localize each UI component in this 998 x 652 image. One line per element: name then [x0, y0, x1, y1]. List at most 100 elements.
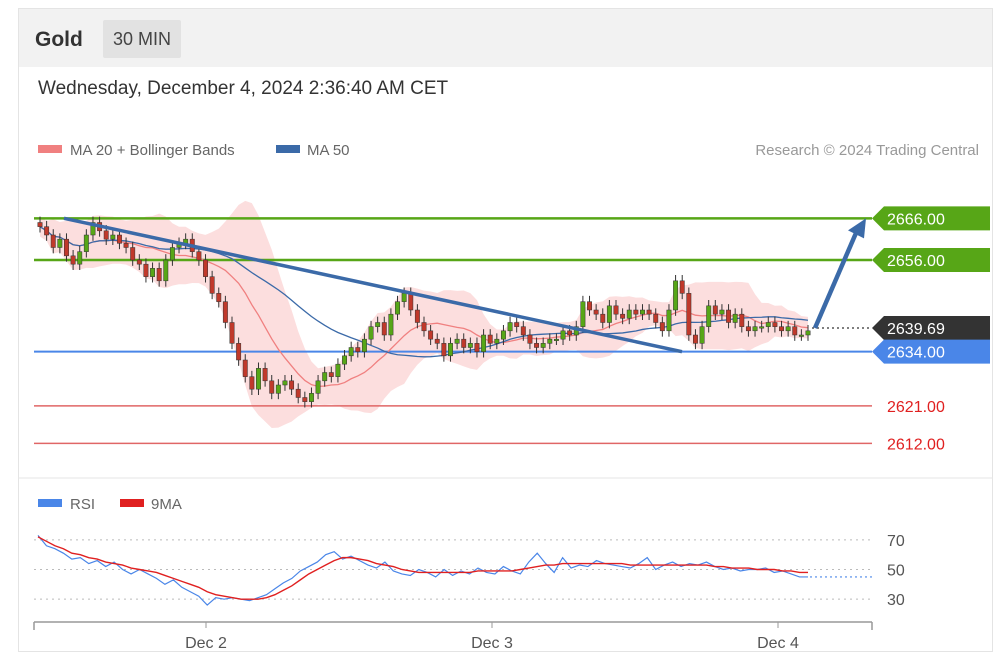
candle-body [130, 247, 136, 261]
candle-body [640, 309, 645, 315]
candle-body [421, 322, 427, 332]
rsi-panel: 30 50 70 [34, 533, 905, 609]
candle-body [785, 326, 791, 332]
candle-body [150, 268, 156, 277]
candle-body [381, 322, 387, 336]
candle-body [116, 234, 122, 244]
candle-body [653, 313, 659, 323]
candle-body [64, 238, 69, 257]
candle-body [315, 380, 321, 394]
candle-body [534, 343, 540, 348]
candle-body [282, 380, 288, 386]
candle-body [414, 309, 420, 323]
candle-body [679, 280, 685, 294]
candle-body [448, 343, 453, 357]
ma20-legend-label: MA 20 + Bollinger Bands [70, 142, 235, 159]
ma50-legend-swatch [276, 145, 300, 153]
candle-body [136, 259, 142, 265]
level-label-2612.00: 2612.00 [887, 436, 945, 453]
candle-body [434, 338, 440, 344]
symbol-title: Gold [35, 28, 83, 51]
candle-body [57, 238, 63, 248]
candle-body [507, 322, 513, 332]
candle-body [600, 313, 606, 323]
candle-body [805, 330, 811, 336]
candle-body [216, 293, 222, 302]
candle-body [553, 338, 559, 341]
candle-body [375, 322, 381, 327]
projection-arrow-shaft [812, 227, 861, 329]
rsi-line [37, 535, 808, 606]
candle-body [500, 330, 506, 340]
candle-body [408, 293, 414, 311]
candle-body [348, 347, 354, 357]
candlesticks [37, 216, 811, 408]
price-levels [34, 217, 872, 445]
ma50-legend-label: MA 50 [307, 142, 350, 159]
candle-body [666, 309, 672, 332]
rsi-ma-legend-swatch [120, 499, 144, 507]
rsi-tick-70: 70 [887, 533, 905, 550]
x-axis-label: Dec 4 [757, 635, 799, 652]
candle-body [110, 234, 116, 240]
candle-body [719, 309, 725, 315]
candle-body [739, 313, 745, 327]
trend-drawings [63, 216, 866, 354]
candle-body [481, 334, 487, 352]
candle-body [732, 313, 738, 323]
candle-body [163, 259, 169, 282]
rsi-ma-legend-label: 9MA [151, 496, 182, 513]
level-labels: 2666.00 2656.00 2639.69 2634.00 2621.00 2612.… [872, 206, 990, 453]
candle-body [798, 334, 804, 337]
candle-body [236, 343, 242, 361]
level-label-2621.00: 2621.00 [887, 399, 945, 416]
candle-body [454, 338, 460, 344]
candle-body [428, 330, 434, 340]
candle-body [322, 372, 328, 382]
projection-arrow-head [848, 218, 866, 239]
candle-body [209, 276, 215, 294]
candle-body [772, 322, 778, 327]
rsi-legend-label: RSI [70, 496, 95, 513]
candle-body [262, 368, 268, 382]
candle-body [342, 355, 348, 365]
candle-body [401, 293, 407, 302]
candle-body [567, 330, 573, 336]
candle-body [547, 338, 553, 344]
candle-body [686, 293, 692, 336]
candle-body [580, 301, 586, 327]
candle-body [752, 326, 758, 332]
candle-body [699, 326, 705, 344]
bollinger-band-area [40, 200, 808, 428]
candle-body [520, 326, 526, 336]
candle-body [461, 338, 467, 348]
candle-body [103, 230, 109, 240]
ma20-legend-swatch [38, 145, 62, 153]
candle-body [308, 393, 314, 402]
x-axis: Dec 2 Dec 3 Dec 4 [33, 621, 873, 652]
candle-body [169, 247, 175, 261]
timeframe-badge[interactable]: 30 MIN [103, 20, 182, 58]
candle-body [441, 343, 447, 357]
candle-body [229, 322, 235, 344]
candle-body [779, 326, 784, 332]
candle-body [487, 334, 493, 344]
candle-body [44, 226, 50, 236]
x-axis-label: Dec 3 [471, 635, 513, 652]
candle-body [593, 309, 599, 315]
candle-body [269, 380, 275, 394]
candle-body [494, 338, 500, 344]
level-tag-2666.00 [872, 206, 990, 231]
candle-body [514, 322, 520, 327]
candle-body [613, 305, 619, 315]
candle-body [646, 309, 652, 315]
level-label-2639.69: 2639.69 [887, 321, 945, 338]
candle-body [540, 343, 546, 348]
candle-body [474, 343, 480, 352]
candle-body [560, 330, 566, 340]
candle-body [745, 326, 751, 332]
chart-header: Gold 30 MIN [19, 9, 992, 67]
candle-body [759, 326, 765, 329]
candle-body [295, 388, 301, 398]
